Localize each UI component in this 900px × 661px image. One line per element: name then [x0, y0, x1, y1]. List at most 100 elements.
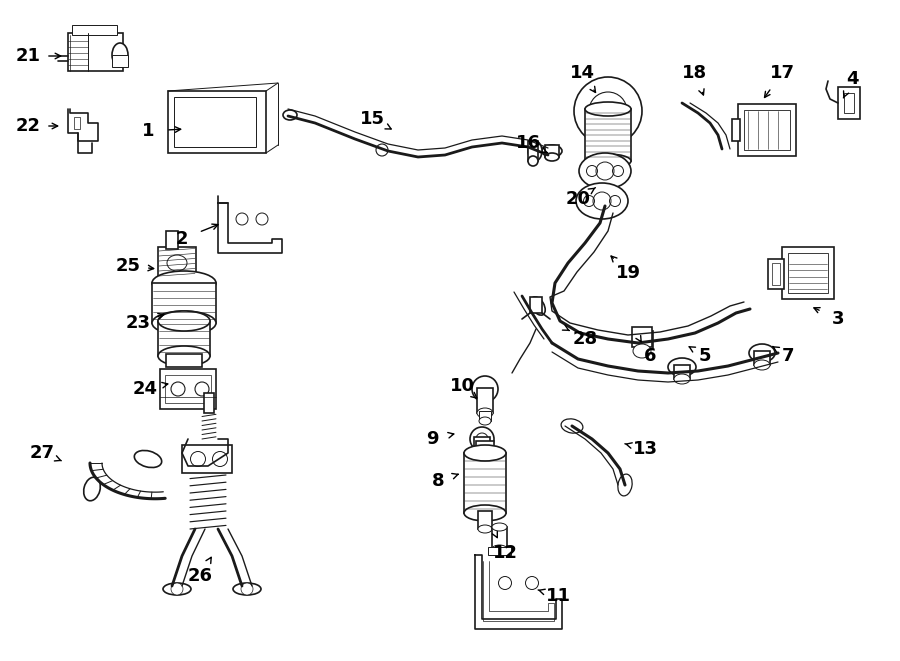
Ellipse shape: [477, 408, 493, 418]
Text: 3: 3: [832, 310, 844, 328]
Circle shape: [212, 451, 228, 467]
Bar: [772, 263, 780, 285]
Circle shape: [171, 382, 185, 396]
Text: 7: 7: [782, 347, 794, 365]
Text: 5: 5: [698, 347, 711, 365]
Text: 15: 15: [359, 110, 384, 128]
Text: 2: 2: [176, 230, 188, 248]
Bar: [474, 437, 490, 451]
Circle shape: [526, 576, 538, 590]
Bar: [112, 55, 128, 67]
Text: 12: 12: [492, 544, 517, 562]
Ellipse shape: [283, 110, 297, 120]
Bar: [478, 511, 492, 529]
Ellipse shape: [479, 417, 491, 425]
Ellipse shape: [528, 156, 538, 166]
Bar: [838, 87, 860, 119]
Bar: [152, 283, 216, 323]
Ellipse shape: [528, 141, 542, 161]
Text: 6: 6: [644, 347, 656, 365]
Circle shape: [195, 382, 209, 396]
Circle shape: [574, 77, 642, 145]
Ellipse shape: [579, 153, 631, 189]
Bar: [74, 117, 80, 129]
Ellipse shape: [464, 505, 506, 521]
Ellipse shape: [112, 43, 128, 67]
Circle shape: [472, 376, 498, 402]
Text: 1: 1: [142, 122, 154, 140]
Ellipse shape: [633, 344, 651, 358]
Ellipse shape: [542, 145, 562, 157]
Text: 23: 23: [125, 314, 150, 332]
Bar: [768, 259, 784, 289]
Bar: [479, 411, 491, 421]
Bar: [158, 247, 196, 279]
Bar: [754, 351, 770, 365]
Bar: [632, 327, 652, 347]
Circle shape: [470, 427, 494, 451]
Bar: [744, 110, 790, 150]
Circle shape: [171, 583, 183, 595]
Ellipse shape: [167, 255, 187, 271]
Text: 21: 21: [15, 47, 40, 65]
Bar: [732, 119, 740, 141]
Ellipse shape: [158, 346, 210, 366]
Bar: [72, 25, 117, 35]
Bar: [174, 97, 256, 147]
Bar: [844, 93, 854, 113]
Bar: [492, 527, 507, 549]
Bar: [782, 247, 834, 299]
Ellipse shape: [474, 447, 490, 455]
Ellipse shape: [476, 450, 494, 460]
Bar: [166, 354, 202, 367]
Ellipse shape: [749, 344, 775, 362]
Bar: [166, 231, 178, 249]
Ellipse shape: [585, 154, 631, 168]
Bar: [545, 145, 559, 157]
Text: 26: 26: [187, 567, 212, 585]
Ellipse shape: [163, 583, 191, 595]
Bar: [158, 321, 210, 356]
Text: 20: 20: [565, 190, 590, 208]
Bar: [204, 393, 214, 413]
Circle shape: [587, 165, 598, 176]
Text: 18: 18: [682, 64, 707, 82]
Text: 27: 27: [30, 444, 55, 462]
Circle shape: [191, 451, 205, 467]
Text: 22: 22: [15, 117, 40, 135]
Text: 13: 13: [633, 440, 658, 458]
Bar: [168, 91, 266, 153]
Ellipse shape: [492, 523, 507, 531]
Text: 17: 17: [770, 64, 795, 82]
Ellipse shape: [545, 153, 559, 161]
Bar: [635, 331, 653, 349]
Circle shape: [609, 196, 620, 206]
Text: 14: 14: [570, 64, 595, 82]
Bar: [68, 33, 123, 71]
Text: 16: 16: [516, 134, 541, 152]
Circle shape: [613, 165, 624, 176]
Circle shape: [583, 196, 595, 206]
Text: 19: 19: [616, 264, 641, 282]
Ellipse shape: [478, 525, 492, 533]
Bar: [585, 109, 631, 161]
Bar: [674, 365, 690, 379]
Bar: [160, 369, 216, 409]
Text: 8: 8: [432, 472, 445, 490]
Text: 4: 4: [846, 70, 859, 88]
Ellipse shape: [152, 271, 216, 295]
Circle shape: [589, 92, 627, 130]
Circle shape: [602, 105, 614, 117]
Bar: [477, 388, 493, 413]
Circle shape: [376, 144, 388, 156]
Text: 24: 24: [132, 380, 157, 398]
Circle shape: [476, 433, 488, 445]
Ellipse shape: [152, 311, 216, 335]
Circle shape: [236, 213, 248, 225]
Bar: [738, 104, 796, 156]
Circle shape: [499, 576, 511, 590]
Ellipse shape: [233, 583, 261, 595]
Ellipse shape: [576, 183, 628, 219]
Ellipse shape: [492, 545, 507, 553]
Ellipse shape: [134, 450, 162, 467]
